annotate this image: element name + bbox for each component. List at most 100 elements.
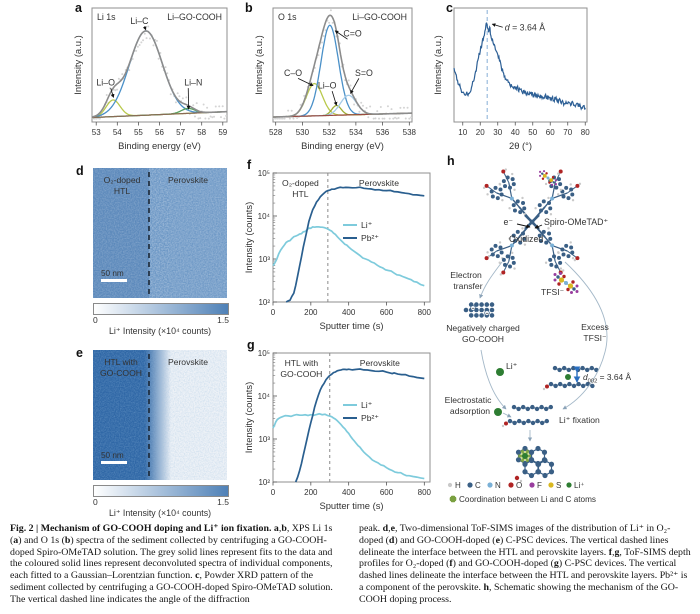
panel-label-g: g bbox=[247, 338, 255, 352]
svg-text:40: 40 bbox=[511, 128, 520, 137]
svg-text:2θ (°): 2θ (°) bbox=[509, 140, 532, 151]
scalebar bbox=[101, 279, 127, 282]
panel-depth-profile-o2: f 10² 10³ 10⁴ 10⁵ O₂-doped HTL Perovskite Li⁺ Pb… bbox=[240, 152, 445, 338]
svg-text:200: 200 bbox=[304, 308, 318, 317]
sims-image-go-cooh: HTL with GO-COOH Perovskite 50 nm bbox=[93, 350, 227, 480]
xps-li1s-chart: Li–O Li–C Li–N Li 1s Li–GO-COOH 53 54 55 56 57 58 5… bbox=[72, 7, 228, 151]
svg-text:10: 10 bbox=[458, 128, 467, 137]
perovskite-label: Perovskite bbox=[168, 357, 208, 367]
scalebar-label: 50 nm bbox=[101, 451, 124, 460]
svg-text:F: F bbox=[537, 481, 542, 490]
svg-text:800: 800 bbox=[418, 488, 432, 497]
svg-text:S: S bbox=[556, 481, 561, 490]
htl-label-line2: GO-COOH bbox=[100, 368, 142, 378]
electron-transfer-label-2: transfer bbox=[453, 281, 482, 291]
svg-text:55: 55 bbox=[134, 128, 143, 137]
svg-text:30: 30 bbox=[493, 128, 502, 137]
electrostatic-label-2: adsorption bbox=[450, 406, 490, 416]
htl-label-line2: HTL bbox=[114, 186, 130, 196]
panel-label-h: h bbox=[447, 154, 455, 168]
scalebar bbox=[101, 461, 127, 464]
colorbar-label: Li⁺ Intensity (×10⁴ counts) bbox=[108, 326, 212, 336]
svg-text:Li–N: Li–N bbox=[184, 78, 202, 88]
panel-label-b: b bbox=[245, 1, 253, 15]
panel-label-d: d bbox=[76, 164, 84, 178]
caption-left-column: Fig. 2 | Mechanism of GO-COOH doping and… bbox=[10, 523, 333, 605]
panel-mechanism-schematic: h − − e⁻ Spiro-OMeTAD⁺ Oxidized Electron … bbox=[445, 150, 700, 522]
svg-text:800: 800 bbox=[418, 308, 432, 317]
svg-text:532: 532 bbox=[322, 128, 336, 137]
svg-text:10³: 10³ bbox=[258, 255, 270, 264]
panel-label-f: f bbox=[247, 158, 252, 172]
svg-text:10²: 10² bbox=[258, 478, 270, 487]
svg-text:60: 60 bbox=[546, 128, 555, 137]
svg-text:53: 53 bbox=[92, 128, 101, 137]
negatively-charged-label-2: GO-COOH bbox=[462, 334, 504, 344]
svg-text:Sputter time (s): Sputter time (s) bbox=[319, 500, 383, 511]
svg-text:Li 1s: Li 1s bbox=[97, 12, 116, 22]
panel-xps-li1s: a Li–O Li–C Li–N Li 1s Li–GO-COOH 53 54 55 56 57 5… bbox=[35, 0, 235, 155]
electron-label: e⁻ bbox=[503, 217, 513, 227]
svg-text:Intensity (counts): Intensity (counts) bbox=[243, 202, 254, 273]
svg-text:10⁴: 10⁴ bbox=[258, 392, 271, 401]
svg-text:GO-COOH: GO-COOH bbox=[280, 369, 322, 379]
panel-label-e: e bbox=[76, 346, 83, 360]
caption-right-column: peak. d,e, Two-dimensional ToF-SIMS imag… bbox=[359, 523, 691, 605]
svg-text:10²: 10² bbox=[258, 298, 270, 307]
electron-transfer-label-1: Electron bbox=[450, 270, 482, 280]
svg-text:Li–O: Li–O bbox=[318, 81, 337, 91]
colorbar bbox=[93, 303, 229, 315]
xrd-chart: d = 3.64 Å 10 20 30 40 50 60 70 80 2θ (°) Intensit… bbox=[432, 7, 590, 151]
svg-text:20: 20 bbox=[476, 128, 485, 137]
svg-text:Sputter time (s): Sputter time (s) bbox=[319, 320, 383, 331]
svg-text:54: 54 bbox=[113, 128, 122, 137]
d002-spacing-label: d002 = 3.64 Å bbox=[583, 372, 632, 384]
svg-text:538: 538 bbox=[403, 128, 417, 137]
svg-text:528: 528 bbox=[269, 128, 283, 137]
svg-text:HTL: HTL bbox=[292, 189, 308, 199]
panel-label-a: a bbox=[75, 1, 82, 15]
svg-text:Perovskite: Perovskite bbox=[360, 358, 400, 368]
svg-text:Binding energy (eV): Binding energy (eV) bbox=[118, 140, 201, 151]
excess-tfsi-label-1: Excess bbox=[581, 322, 609, 332]
li-ion-label: Li⁺ bbox=[506, 361, 517, 371]
svg-text:59: 59 bbox=[218, 128, 227, 137]
svg-text:530: 530 bbox=[296, 128, 310, 137]
svg-text:Li⁺: Li⁺ bbox=[574, 481, 584, 490]
svg-text:200: 200 bbox=[304, 488, 318, 497]
svg-text:C: C bbox=[475, 481, 481, 490]
panel-xps-o1s: b C–O C=O Li–O S=O O 1s Li–GO-COOH 528 530 532 53… bbox=[240, 0, 445, 155]
svg-text:10⁵: 10⁵ bbox=[258, 349, 270, 358]
svg-text:0: 0 bbox=[271, 308, 276, 317]
svg-text:Binding energy (eV): Binding energy (eV) bbox=[301, 140, 384, 151]
svg-text:S=O: S=O bbox=[355, 68, 373, 78]
svg-text:Intensity (a.u.): Intensity (a.u.) bbox=[72, 35, 83, 94]
colorbar-label: Li⁺ Intensity (×10⁴ counts) bbox=[108, 508, 212, 518]
svg-text:Intensity (counts): Intensity (counts) bbox=[243, 382, 254, 453]
negatively-charged-label-1: Negatively charged bbox=[446, 323, 520, 333]
svg-text:Li⁺: Li⁺ bbox=[361, 220, 372, 230]
svg-text:Li⁺: Li⁺ bbox=[361, 400, 372, 410]
svg-text:10³: 10³ bbox=[258, 435, 270, 444]
figure-caption: Fig. 2 | Mechanism of GO-COOH doping and… bbox=[10, 523, 692, 605]
htl-label-line1: O₂-doped bbox=[104, 175, 141, 185]
svg-text:HTL with: HTL with bbox=[285, 358, 319, 368]
spiro-ometad-label: Spiro-OMeTAD⁺ bbox=[544, 217, 608, 227]
svg-text:58: 58 bbox=[197, 128, 206, 137]
svg-text:−: − bbox=[471, 306, 474, 312]
svg-text:O₂-doped: O₂-doped bbox=[282, 178, 319, 188]
mechanism-schematic: −− e⁻ Spiro-OMeTAD⁺ Oxidized Electron tr… bbox=[445, 168, 632, 504]
svg-text:O: O bbox=[516, 481, 522, 490]
svg-text:400: 400 bbox=[342, 308, 356, 317]
svg-text:536: 536 bbox=[376, 128, 390, 137]
svg-text:57: 57 bbox=[176, 128, 185, 137]
svg-text:H: H bbox=[455, 481, 461, 490]
excess-tfsi-label-2: TFSI⁻ bbox=[583, 333, 606, 343]
svg-text:534: 534 bbox=[349, 128, 363, 137]
xps-o1s-chart: C–O C=O Li–O S=O O 1s Li–GO-COOH 528 530 532 534 5… bbox=[253, 7, 417, 151]
svg-text:70: 70 bbox=[563, 128, 572, 137]
svg-text:C=O: C=O bbox=[343, 29, 361, 39]
